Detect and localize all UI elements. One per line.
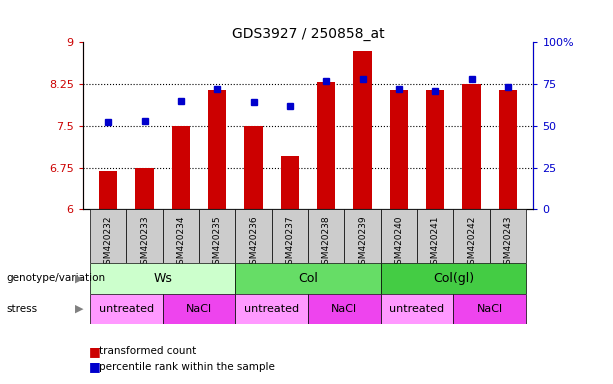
Bar: [90, 294, 162, 324]
Bar: [317, 82, 335, 209]
Bar: [208, 89, 226, 209]
Text: GSM420238: GSM420238: [322, 216, 330, 270]
Text: ▶: ▶: [75, 273, 83, 283]
Text: GSM420243: GSM420243: [503, 216, 512, 270]
Bar: [308, 294, 381, 324]
Bar: [245, 126, 262, 209]
Bar: [417, 209, 454, 263]
Bar: [345, 209, 381, 263]
Bar: [199, 209, 235, 263]
Text: untreated: untreated: [389, 304, 444, 314]
Text: GSM420232: GSM420232: [104, 216, 113, 270]
Bar: [499, 89, 517, 209]
Text: GSM420240: GSM420240: [394, 216, 403, 270]
Bar: [99, 171, 117, 209]
Text: GSM420241: GSM420241: [431, 216, 440, 270]
Text: GSM420239: GSM420239: [358, 216, 367, 270]
Text: genotype/variation: genotype/variation: [6, 273, 105, 283]
Bar: [135, 167, 154, 209]
Text: percentile rank within the sample: percentile rank within the sample: [99, 362, 275, 372]
Text: GSM420233: GSM420233: [140, 216, 149, 270]
Text: GSM420236: GSM420236: [249, 216, 258, 270]
Text: Col: Col: [298, 272, 318, 285]
Text: NaCl: NaCl: [477, 304, 503, 314]
Bar: [462, 84, 481, 209]
Bar: [90, 263, 235, 294]
Bar: [381, 294, 454, 324]
Text: stress: stress: [6, 304, 37, 314]
Text: untreated: untreated: [244, 304, 299, 314]
Bar: [235, 209, 272, 263]
Text: NaCl: NaCl: [186, 304, 212, 314]
Text: Ws: Ws: [153, 272, 172, 285]
Bar: [381, 263, 526, 294]
Bar: [90, 209, 126, 263]
Text: Col(gl): Col(gl): [433, 272, 474, 285]
Text: ■: ■: [89, 360, 101, 373]
Text: GSM420234: GSM420234: [177, 216, 185, 270]
Bar: [454, 294, 526, 324]
Text: NaCl: NaCl: [331, 304, 357, 314]
Bar: [126, 209, 162, 263]
Text: untreated: untreated: [99, 304, 154, 314]
Text: ■: ■: [89, 345, 101, 358]
Text: GSM420235: GSM420235: [213, 216, 222, 270]
Bar: [308, 209, 345, 263]
Text: transformed count: transformed count: [99, 346, 197, 356]
Bar: [172, 126, 190, 209]
Bar: [454, 209, 490, 263]
Bar: [272, 209, 308, 263]
Bar: [354, 51, 371, 209]
Text: GSM420242: GSM420242: [467, 216, 476, 270]
Bar: [281, 156, 299, 209]
Bar: [490, 209, 526, 263]
Bar: [235, 263, 381, 294]
Bar: [381, 209, 417, 263]
Bar: [426, 89, 444, 209]
Title: GDS3927 / 250858_at: GDS3927 / 250858_at: [232, 27, 384, 41]
Text: ▶: ▶: [75, 304, 83, 314]
Text: GSM420237: GSM420237: [286, 216, 294, 270]
Bar: [235, 294, 308, 324]
Bar: [162, 294, 235, 324]
Bar: [162, 209, 199, 263]
Bar: [390, 89, 408, 209]
